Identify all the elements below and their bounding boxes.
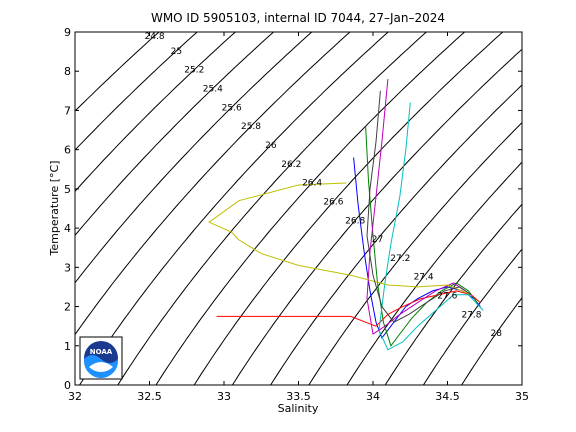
isopycnal-label: 25.8 [241, 122, 261, 132]
data-profiles [208, 79, 484, 351]
y-tick-label: 9 [64, 26, 71, 39]
plot-area [75, 32, 522, 385]
isopycnal-label: 27.8 [461, 310, 481, 320]
noaa-logo: NOAA [79, 336, 123, 380]
isopycnal-line [75, 32, 160, 112]
profile-line [365, 126, 478, 347]
isopycnal-line [422, 248, 522, 385]
isopycnal-label: 27 [372, 235, 383, 245]
profile-line [366, 90, 472, 323]
isopycnal-label: 26.8 [345, 216, 365, 226]
profile-line [378, 102, 484, 351]
isopycnal-line [346, 161, 522, 385]
isopycnal-line [75, 32, 313, 284]
y-axis-label: Temperature [°C] [48, 161, 61, 257]
isopycnal-line [270, 84, 522, 385]
isopycnal-label: 26 [265, 141, 277, 151]
y-tick-label: 5 [64, 183, 71, 196]
isopycnal-label: 24.8 [145, 32, 165, 42]
isopycnal-line [75, 32, 351, 336]
x-axis-label: Salinity [278, 402, 319, 415]
x-tick-label: 32.5 [137, 390, 162, 403]
y-tick-label: 2 [64, 301, 71, 314]
y-tick-label: 0 [64, 379, 71, 392]
isopycnal-label: 27.2 [390, 254, 410, 264]
isopycnal-line [75, 32, 237, 193]
isopycnal-line [461, 297, 522, 385]
x-tick-label: 33.5 [286, 390, 311, 403]
y-tick-label: 3 [64, 261, 71, 274]
svg-text:NOAA: NOAA [90, 348, 113, 356]
isopycnal-line [75, 32, 275, 237]
chart-title: WMO ID 5905103, internal ID 7044, 27–Jan… [151, 11, 445, 25]
x-tick-label: 34.5 [435, 390, 460, 403]
x-tick-label: 33 [217, 390, 231, 403]
isopycnal-label: 28 [490, 329, 502, 339]
profile-line [208, 182, 472, 296]
isopycnal-label: 27.4 [414, 273, 434, 283]
isopycnal-label: 26.6 [323, 197, 343, 207]
y-axis-ticks: 0 1 2 3 4 5 6 7 8 9 [64, 26, 522, 392]
isopycnal-line [117, 32, 428, 385]
x-tick-label: 35 [515, 390, 529, 403]
isopycnal-label: 25 [171, 47, 182, 57]
isopycnal-line [75, 32, 198, 151]
profile-line [366, 79, 466, 335]
isopycnal-line [384, 203, 522, 385]
x-axis-ticks: 32 32.5 33 33.5 34 34.5 35 [68, 32, 529, 403]
isopycnal-label: 26.2 [281, 160, 301, 170]
y-tick-label: 7 [64, 104, 71, 117]
x-tick-label: 32 [68, 390, 82, 403]
y-tick-label: 6 [64, 144, 71, 157]
y-tick-label: 4 [64, 222, 71, 235]
isopycnal-line [155, 32, 466, 385]
x-tick-label: 34 [366, 390, 380, 403]
y-tick-label: 1 [64, 340, 71, 353]
isopycnal-label: 25.2 [184, 66, 204, 76]
isopycnal-line [308, 121, 522, 385]
y-tick-label: 8 [64, 65, 71, 78]
isopycnal-line [231, 48, 522, 385]
isopycnal-label: 25.4 [203, 85, 223, 95]
isopycnal-label: 25.6 [222, 103, 242, 113]
isopycnal-label: 26.4 [302, 179, 322, 189]
isopycnal-label: 27.6 [437, 292, 457, 302]
isopycnal-line [193, 32, 504, 385]
